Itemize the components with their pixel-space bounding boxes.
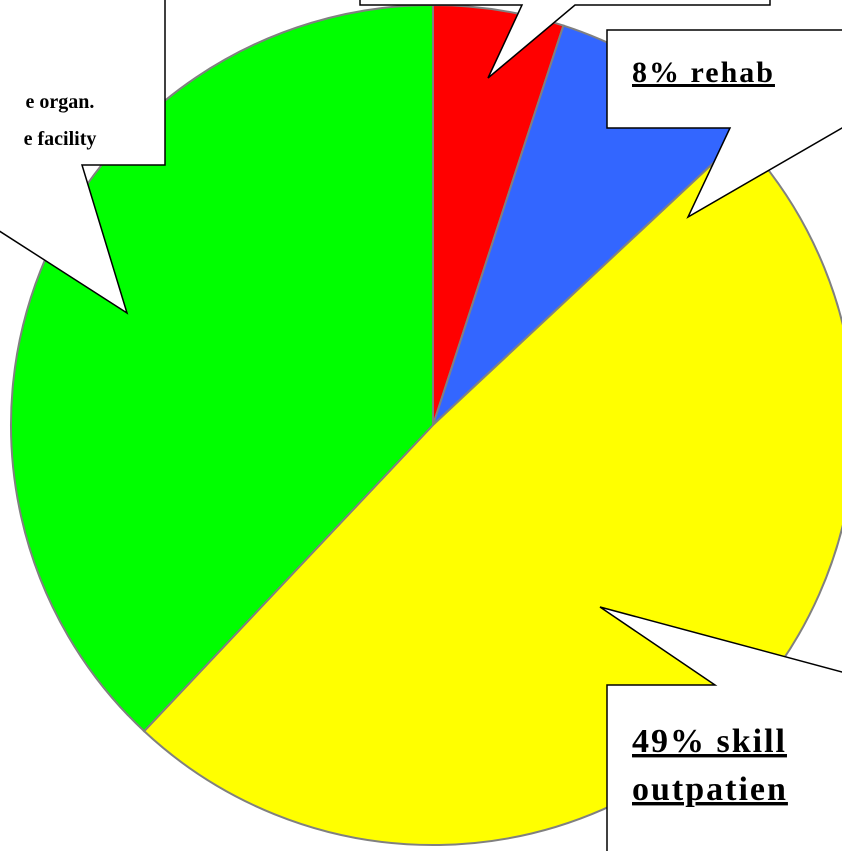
callout-label: e facility xyxy=(24,128,97,150)
callout-box xyxy=(599,606,842,851)
pie-slice xyxy=(10,3,434,733)
callout-label: outpatien xyxy=(632,771,788,808)
callout-label: 49% skill xyxy=(632,723,787,760)
callout-box xyxy=(606,29,842,219)
callout-label: e organ. xyxy=(26,91,95,113)
callout-label: 8% rehab xyxy=(632,56,775,89)
callout-box xyxy=(0,0,166,315)
callout-box xyxy=(359,0,771,79)
